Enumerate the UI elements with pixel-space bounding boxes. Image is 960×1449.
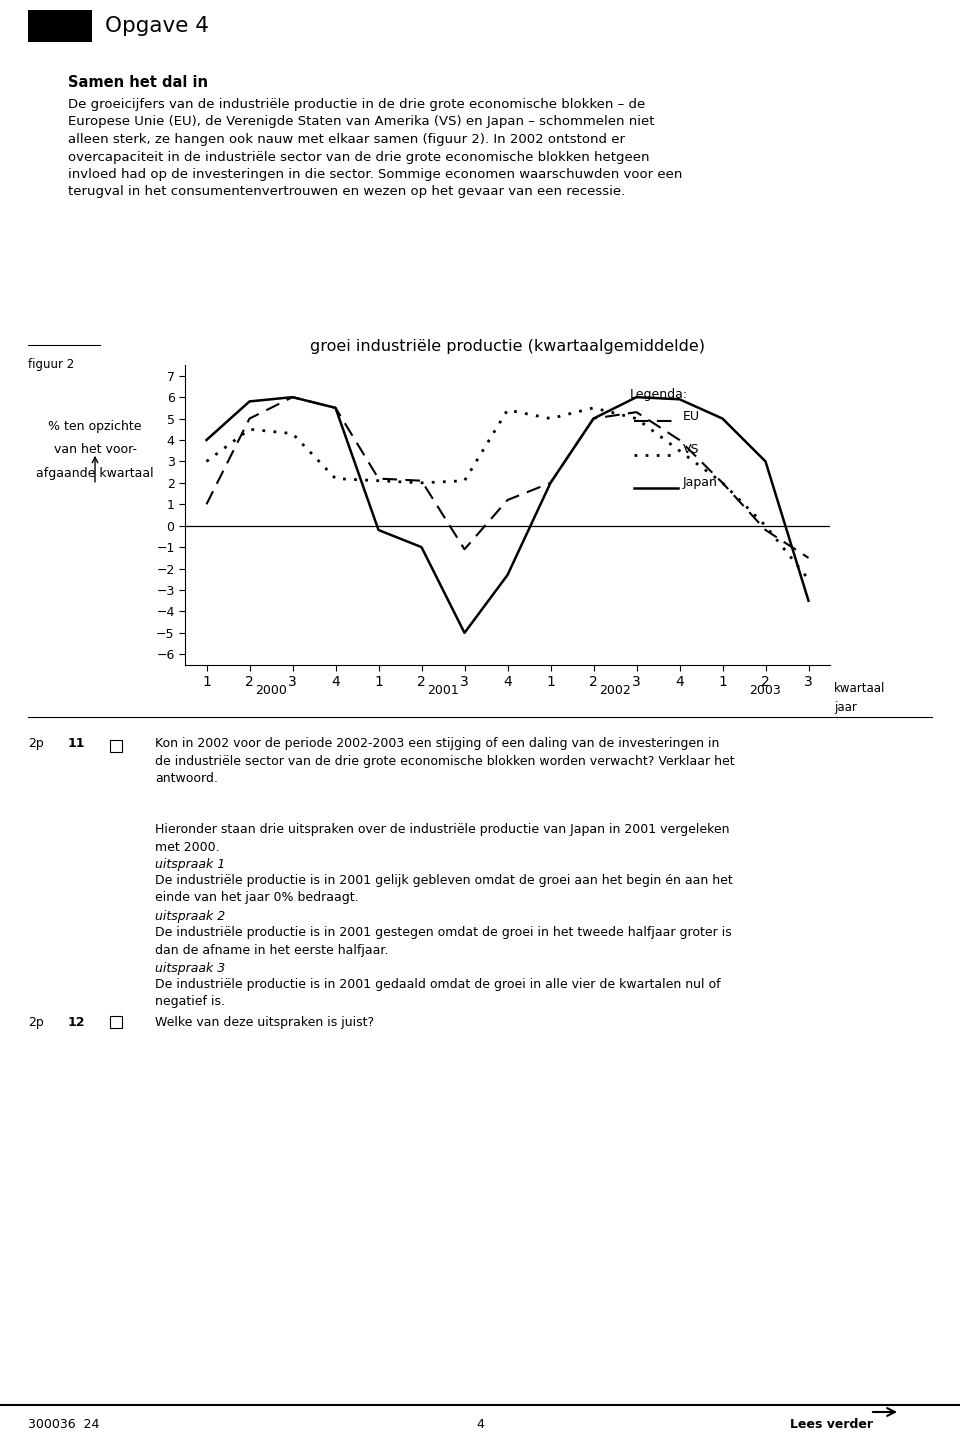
Text: Kon in 2002 voor de periode 2002-2003 een stijging of een daling van de invester: Kon in 2002 voor de periode 2002-2003 ee…: [155, 738, 734, 785]
Text: Welke van deze uitspraken is juist?: Welke van deze uitspraken is juist?: [155, 1016, 374, 1029]
Text: figuur 2: figuur 2: [28, 358, 74, 371]
Text: uitspraak 1: uitspraak 1: [155, 858, 226, 871]
Text: 2000: 2000: [255, 684, 287, 697]
Text: De industriële productie is in 2001 gedaald omdat de groei in alle vier de kwart: De industriële productie is in 2001 geda…: [155, 978, 721, 1009]
Text: Hieronder staan drie uitspraken over de industriële productie van Japan in 2001 : Hieronder staan drie uitspraken over de …: [155, 823, 730, 853]
Text: VS: VS: [683, 443, 699, 456]
Text: uitspraak 2: uitspraak 2: [155, 910, 226, 923]
Text: uitspraak 3: uitspraak 3: [155, 962, 226, 975]
Text: afgaande kwartaal: afgaande kwartaal: [36, 467, 154, 480]
Text: 2p: 2p: [28, 1016, 44, 1029]
Text: 300036  24: 300036 24: [28, 1419, 100, 1432]
Text: van het voor-: van het voor-: [54, 443, 136, 456]
Text: Lees verder: Lees verder: [790, 1419, 873, 1432]
Text: 2001: 2001: [427, 684, 459, 697]
Text: Japan: Japan: [683, 477, 718, 490]
Text: 4: 4: [476, 1419, 484, 1432]
Text: 2p: 2p: [28, 738, 44, 751]
Text: 12: 12: [68, 1016, 85, 1029]
Text: De industriële productie is in 2001 gestegen omdat de groei in het tweede halfja: De industriële productie is in 2001 gest…: [155, 926, 732, 956]
Text: De industriële productie is in 2001 gelijk gebleven omdat de groei aan het begin: De industriële productie is in 2001 geli…: [155, 874, 732, 904]
Text: kwartaal: kwartaal: [834, 682, 886, 696]
Text: jaar: jaar: [834, 701, 857, 714]
Text: 11: 11: [68, 738, 85, 751]
Text: De groeicijfers van de industriële productie in de drie grote economische blokke: De groeicijfers van de industriële produ…: [68, 99, 683, 199]
Text: EU: EU: [683, 410, 700, 423]
Text: Legenda:: Legenda:: [630, 388, 688, 401]
Text: Opgave 4: Opgave 4: [105, 16, 209, 36]
Title: groei industriële productie (kwartaalgemiddelde): groei industriële productie (kwartaalgem…: [310, 339, 705, 354]
Text: Samen het dal in: Samen het dal in: [68, 75, 208, 90]
Text: % ten opzichte: % ten opzichte: [48, 420, 142, 433]
Text: 2003: 2003: [750, 684, 781, 697]
Text: 2002: 2002: [599, 684, 631, 697]
